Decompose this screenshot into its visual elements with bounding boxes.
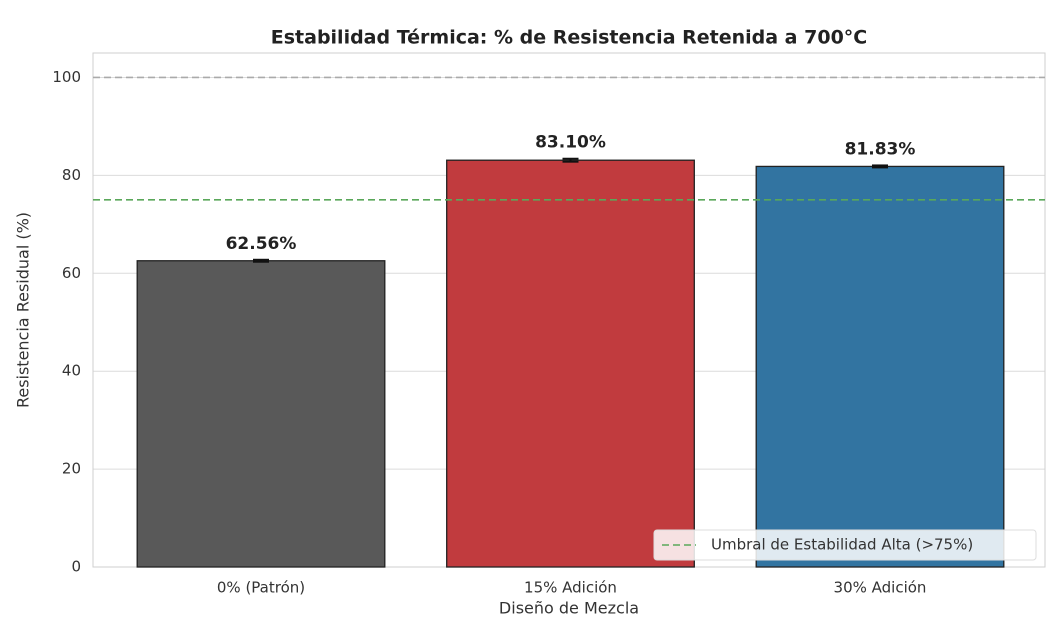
value-label: 62.56% (226, 234, 297, 254)
x-axis-label: Diseño de Mezcla (499, 599, 639, 618)
x-tick-label: 30% Adición (834, 579, 927, 597)
value-label: 83.10% (535, 133, 606, 153)
legend-box (653, 529, 1037, 561)
bar (136, 260, 386, 568)
bar (446, 159, 695, 568)
y-axis-label: Resistencia Residual (%) (14, 212, 33, 408)
x-tick-label: 0% (Patrón) (217, 579, 305, 597)
y-tick-label: 80 (62, 166, 81, 184)
x-tick-label: 15% Adición (524, 579, 617, 597)
chart-title: Estabilidad Térmica: % de Resistencia Re… (271, 27, 867, 49)
y-tick-label: 40 (62, 362, 81, 380)
bar (755, 165, 1005, 568)
value-label: 81.83% (845, 139, 916, 159)
y-tick-label: 0 (71, 558, 81, 576)
y-tick-label: 60 (62, 264, 81, 282)
legend-label: Umbral de Estabilidad Alta (>75%) (711, 536, 973, 554)
y-tick-label: 100 (52, 68, 81, 86)
y-tick-label: 20 (62, 460, 81, 478)
